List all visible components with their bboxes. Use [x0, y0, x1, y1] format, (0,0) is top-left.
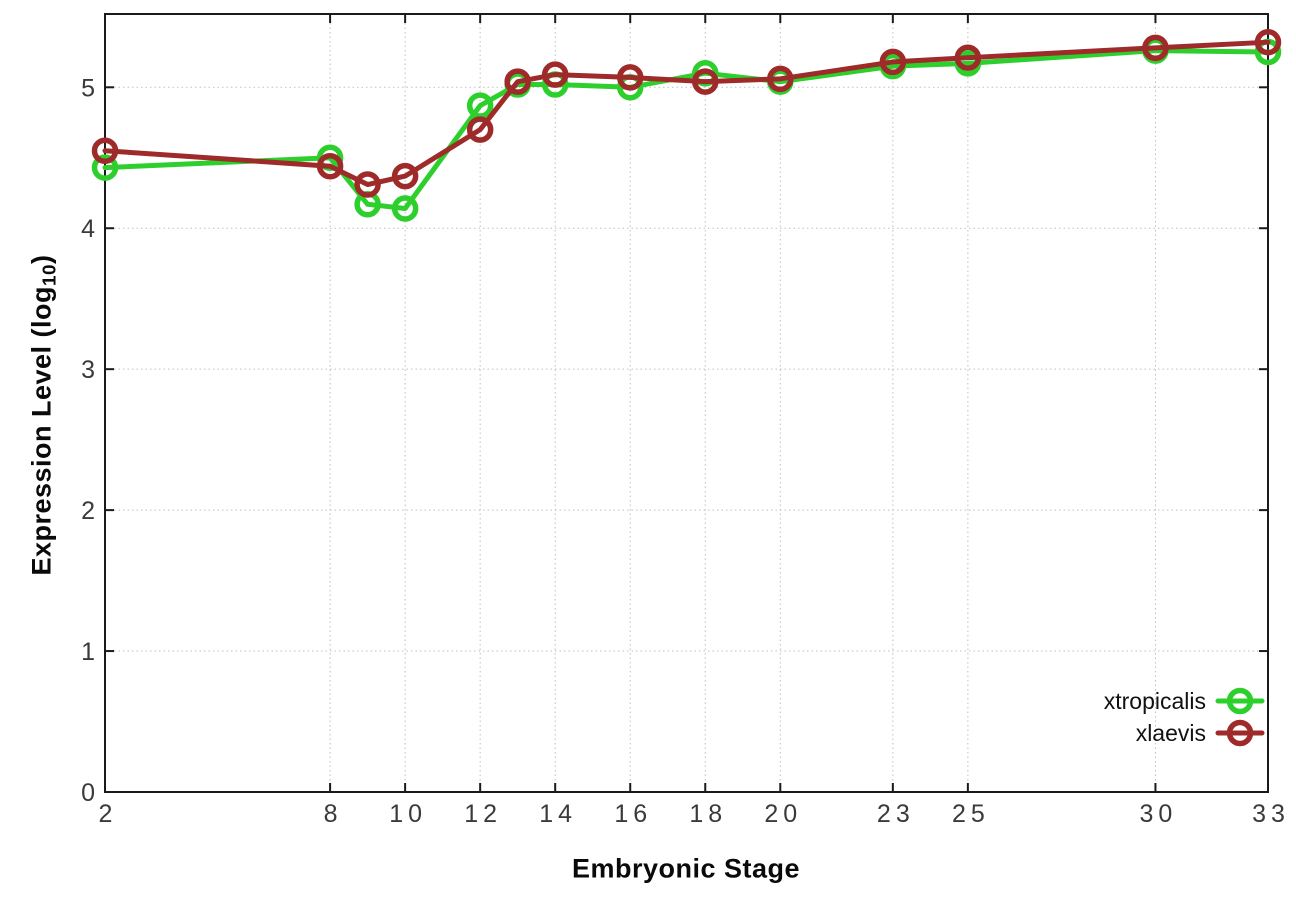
x-tick-label: 25: [952, 800, 990, 828]
series-line-xlaevis: [102, 39, 1271, 188]
x-tick-label: 23: [877, 800, 915, 828]
y-tick-label: 4: [81, 215, 95, 243]
plot-border: [104, 13, 1269, 793]
data-point-xlaevis: [504, 68, 531, 95]
data-point-xlaevis: [354, 171, 381, 198]
data-point-xlaevis: [616, 64, 644, 91]
x-tick-label: 33: [1252, 800, 1290, 828]
y-tick-label: 2: [81, 497, 95, 525]
x-tick-label: 10: [389, 800, 427, 828]
y-axis-label-subscript: 10: [39, 263, 61, 286]
series-line-xtropicalis: [102, 48, 1271, 211]
x-tick-label: 20: [764, 800, 802, 828]
y-tick-label: 3: [81, 356, 95, 384]
data-point-xlaevis: [692, 68, 719, 95]
x-tick-label: 2: [99, 800, 118, 828]
x-axis-label: Embryonic Stage: [571, 853, 801, 884]
legend-label: xtropicalis: [1104, 688, 1206, 714]
x-tick-label: 16: [614, 800, 652, 828]
x-tick-label: 30: [1140, 800, 1178, 828]
legend-label: xlaevis: [1136, 720, 1206, 746]
y-axis-label: Expression Level (log10): [26, 254, 61, 576]
y-tick-label: 5: [81, 74, 95, 102]
y-tick-label: 0: [81, 779, 95, 807]
legend-marker-sample: [1226, 719, 1254, 747]
y-tick-label: 1: [81, 638, 95, 666]
data-point-xlaevis: [466, 116, 494, 143]
x-tick-label: 12: [464, 800, 502, 828]
y-axis-label-text: Expression Level (log: [26, 285, 57, 576]
data-point-xlaevis: [879, 48, 907, 76]
data-point-xlaevis: [767, 65, 794, 93]
data-point-xlaevis: [541, 61, 569, 88]
data-point-xlaevis: [316, 152, 344, 180]
x-tick-label: 18: [689, 800, 727, 828]
x-tick-label: 14: [539, 800, 577, 828]
legend-marker-sample: [1226, 687, 1254, 715]
data-point-xlaevis: [1254, 28, 1282, 56]
data-point-xlaevis: [91, 137, 119, 164]
data-point-xlaevis: [391, 162, 419, 190]
data-point-xlaevis: [1142, 34, 1169, 62]
data-point-xlaevis: [954, 44, 982, 71]
data-point-xtropicalis: [91, 154, 119, 181]
x-tick-label: 8: [324, 800, 343, 828]
data-point-xtropicalis: [391, 195, 419, 222]
y-axis-label-suffix: ): [26, 254, 57, 264]
data-point-xtropicalis: [466, 92, 494, 119]
